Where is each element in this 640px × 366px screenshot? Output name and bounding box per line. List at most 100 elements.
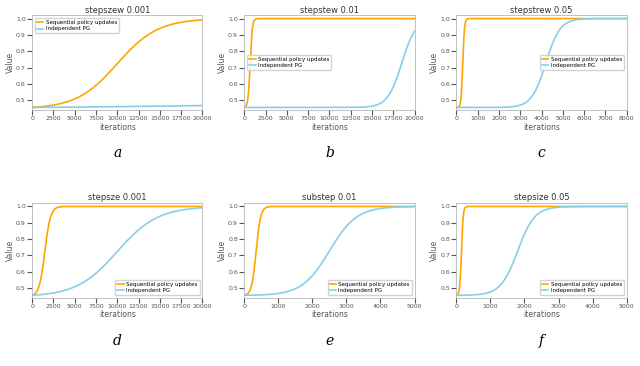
Line: Sequential policy updates: Sequential policy updates (32, 206, 202, 295)
Title: substep 0.01: substep 0.01 (302, 193, 356, 202)
Independent PG (28, 105, 36, 110)
Sequential policy updates (47, 212, 55, 217)
Independent PG (58, 289, 65, 294)
Text: c: c (538, 146, 545, 160)
Sequential policy updates (195, 18, 203, 22)
Sequential policy updates (601, 204, 609, 209)
Independent PG (407, 205, 415, 209)
Legend: Sequential policy updates, Independent PG: Sequential policy updates, Independent P… (328, 280, 412, 295)
Line: Sequential policy updates: Sequential policy updates (456, 206, 627, 295)
Text: b: b (325, 146, 334, 160)
Independent PG (482, 105, 490, 110)
Sequential policy updates (306, 204, 314, 209)
Sequential policy updates (518, 16, 525, 21)
Independent PG (177, 104, 184, 108)
Sequential policy updates (285, 16, 293, 21)
Independent PG (177, 208, 184, 212)
Independent PG (198, 103, 206, 108)
Independent PG (270, 292, 278, 296)
Independent PG (195, 206, 203, 210)
Sequential policy updates (525, 16, 533, 21)
Sequential policy updates (93, 82, 101, 86)
Sequential policy updates (241, 293, 248, 298)
Sequential policy updates (623, 16, 630, 21)
Independent PG (407, 35, 415, 40)
Sequential policy updates (620, 16, 627, 21)
Independent PG (260, 292, 268, 297)
Independent PG (58, 105, 65, 109)
Sequential policy updates (452, 293, 460, 298)
Sequential policy updates (270, 204, 278, 209)
Sequential policy updates (260, 16, 268, 21)
Independent PG (620, 16, 627, 21)
Independent PG (313, 105, 321, 110)
Legend: Sequential policy updates, Independent PG: Sequential policy updates, Independent P… (540, 55, 624, 70)
Independent PG (47, 291, 55, 295)
Independent PG (260, 105, 268, 110)
Title: stepsze 0.001: stepsze 0.001 (88, 193, 147, 202)
Independent PG (525, 98, 533, 102)
Sequential policy updates (411, 16, 419, 21)
Y-axis label: Value: Value (430, 240, 439, 261)
Independent PG (472, 105, 479, 110)
Sequential policy updates (408, 204, 415, 209)
Sequential policy updates (306, 16, 314, 21)
X-axis label: iterations: iterations (311, 123, 348, 131)
Independent PG (313, 268, 321, 272)
Sequential policy updates (93, 204, 101, 209)
Independent PG (411, 205, 419, 209)
Independent PG (525, 223, 533, 227)
X-axis label: iterations: iterations (523, 123, 560, 131)
X-axis label: iterations: iterations (99, 310, 136, 320)
Independent PG (101, 105, 109, 109)
Line: Independent PG: Independent PG (244, 31, 415, 108)
Text: f: f (539, 334, 544, 348)
Line: Independent PG: Independent PG (456, 206, 627, 295)
Title: stepszew 0.001: stepszew 0.001 (84, 5, 150, 15)
Title: stepsize 0.05: stepsize 0.05 (514, 193, 570, 202)
Line: Independent PG: Independent PG (32, 208, 202, 295)
Y-axis label: Value: Value (218, 240, 227, 261)
Line: Sequential policy updates: Sequential policy updates (32, 20, 202, 108)
Independent PG (101, 263, 109, 267)
Sequential policy updates (389, 16, 397, 21)
Independent PG (518, 102, 525, 107)
Independent PG (620, 204, 627, 209)
Sequential policy updates (518, 204, 525, 209)
Sequential policy updates (472, 204, 479, 209)
Sequential policy updates (313, 16, 321, 21)
Y-axis label: Value: Value (6, 52, 15, 73)
Sequential policy updates (177, 20, 184, 25)
Independent PG (452, 105, 460, 110)
Sequential policy updates (490, 16, 498, 21)
Legend: Sequential policy updates, Independent PG: Sequential policy updates, Independent P… (540, 280, 624, 295)
Sequential policy updates (452, 105, 460, 110)
Sequential policy updates (482, 204, 490, 209)
Independent PG (47, 105, 55, 109)
Line: Sequential policy updates: Sequential policy updates (244, 19, 415, 108)
Text: d: d (113, 334, 122, 348)
Independent PG (623, 204, 630, 209)
Independent PG (195, 104, 203, 108)
Line: Sequential policy updates: Sequential policy updates (456, 19, 627, 108)
X-axis label: iterations: iterations (311, 310, 348, 320)
Sequential policy updates (58, 101, 65, 105)
Independent PG (306, 105, 314, 110)
Sequential policy updates (198, 204, 206, 209)
Independent PG (518, 239, 525, 243)
Independent PG (411, 29, 419, 33)
Sequential policy updates (270, 16, 278, 21)
Sequential policy updates (101, 204, 109, 209)
Sequential policy updates (408, 16, 415, 21)
Title: stepstrew 0.05: stepstrew 0.05 (510, 5, 573, 15)
Sequential policy updates (313, 204, 321, 209)
Sequential policy updates (411, 204, 419, 209)
Independent PG (601, 16, 609, 21)
Sequential policy updates (336, 204, 344, 209)
Independent PG (93, 270, 101, 274)
X-axis label: iterations: iterations (99, 123, 136, 131)
Sequential policy updates (623, 204, 630, 209)
Sequential policy updates (260, 208, 268, 212)
Line: Independent PG: Independent PG (244, 207, 415, 295)
X-axis label: iterations: iterations (523, 310, 560, 320)
